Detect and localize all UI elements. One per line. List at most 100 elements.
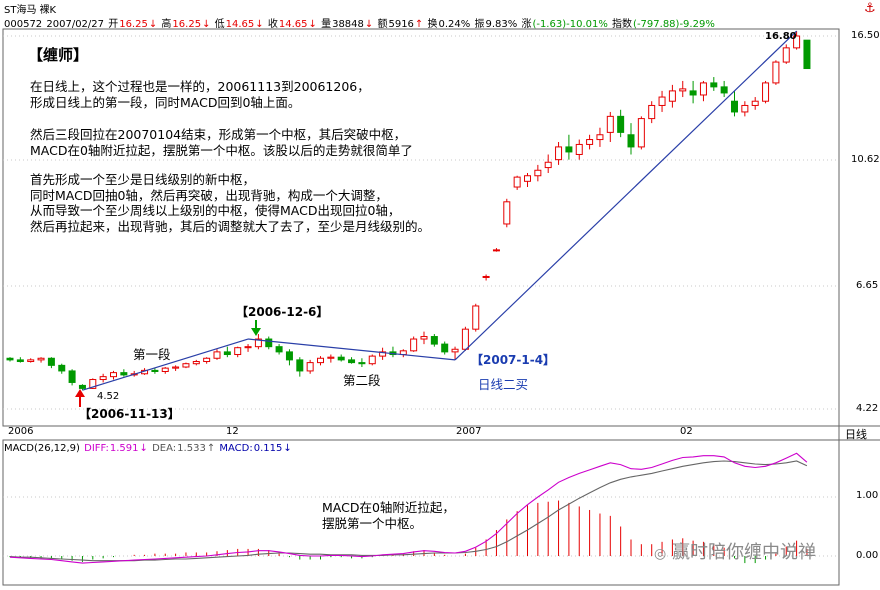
candle [782, 44, 790, 64]
candle [803, 39, 811, 70]
date-label-20070104: 【2007-1-4】 [471, 353, 556, 367]
candle [306, 359, 314, 374]
zigzag-segment [454, 30, 798, 361]
candle [555, 141, 563, 165]
note-paragraph-2: 然后三段回拉在20070104结束，形成第一个中枢，其后突破中枢， MACD在0… [30, 127, 413, 158]
candle [317, 356, 324, 366]
low-value-label: 4.52 [97, 391, 120, 402]
candle [534, 164, 542, 182]
candle [741, 101, 749, 117]
macd-header: MACD(26,12,9) DIFF:1.591↓ DEA:1.533↑ MAC… [4, 443, 292, 454]
window-title: ST海马 裸K [4, 5, 57, 16]
price-tick-422: 4.22 [856, 403, 879, 414]
period-label[interactable]: 日线 [845, 428, 867, 441]
date-tick-2006: 2006 [8, 426, 34, 437]
macd-tick-000: 0.00 [856, 550, 879, 561]
candle [586, 134, 594, 150]
candle [296, 357, 304, 377]
candle [368, 354, 376, 366]
candle [358, 358, 366, 368]
candle [689, 80, 697, 104]
price-tick-1062: 10.62 [851, 154, 880, 165]
candle [348, 357, 356, 364]
price-tick-665: 6.65 [856, 280, 879, 291]
second-segment-label: 第二段 [343, 373, 381, 388]
candle [192, 359, 200, 366]
anchor-icon[interactable]: ⚓ [864, 1, 876, 16]
candle [172, 365, 180, 371]
candle [492, 248, 500, 252]
candle [793, 31, 801, 50]
candle [151, 368, 159, 374]
candle [213, 349, 221, 360]
daily-buy2-label: 日线二买 [478, 377, 529, 392]
diff-line [9, 452, 808, 564]
candle [575, 139, 583, 160]
candle [668, 84, 676, 108]
candle [544, 154, 552, 173]
date-tick-02: 02 [680, 426, 693, 437]
candle [27, 358, 35, 363]
candle [472, 303, 480, 332]
candle [617, 109, 625, 138]
dea-line [9, 460, 808, 562]
candle [399, 349, 407, 358]
candle [47, 357, 55, 369]
candle [6, 357, 14, 362]
candle [451, 346, 459, 360]
candle [430, 334, 438, 347]
candle [58, 363, 66, 374]
zigzag-segment [247, 338, 456, 361]
zigzag-segment [82, 338, 249, 391]
candle [68, 369, 76, 386]
candle [648, 101, 656, 124]
candles-group [6, 31, 811, 391]
watermark: ◎ 赢时陪你缠中说禅 [654, 542, 816, 563]
macd-note: MACD在0轴附近拉起， 摆脱第一个中枢。 [322, 500, 455, 531]
quote-header: 000572 2007/02/27 开16.25↓ 高16.25↓ 低14.65… [4, 19, 715, 30]
price-grid [3, 35, 839, 410]
candle [327, 354, 335, 363]
candle [710, 77, 718, 91]
note-paragraph-1: 在日线上，这个过程也是一样的，20061113到20061206， 形成日线上的… [30, 79, 370, 110]
note-paragraph-3: 首先形成一个至少是日线级别的新中枢， 同时MACD回抽0轴，然后再突破，出现背驰… [30, 172, 431, 234]
candle [99, 373, 107, 383]
candle [658, 90, 666, 112]
candle [762, 80, 770, 104]
macd-group [3, 452, 839, 564]
candle [265, 336, 273, 350]
candle [16, 357, 24, 363]
candle [285, 349, 293, 366]
candle [420, 331, 428, 345]
candle [627, 123, 635, 155]
candle [203, 357, 211, 364]
first-segment-label: 第一段 [133, 347, 171, 362]
candle [37, 357, 45, 363]
candle [234, 346, 242, 358]
candle [565, 134, 573, 160]
candle [679, 80, 687, 98]
candle [596, 127, 604, 147]
candle [699, 80, 707, 102]
date-label-20061113: 【2006-11-13】 [79, 407, 180, 421]
price-tick-1650: 16.50 [851, 30, 880, 41]
zigzag-lines [82, 30, 798, 391]
candle [731, 90, 738, 117]
candle [254, 334, 262, 350]
candle [389, 346, 397, 358]
candle [720, 80, 728, 98]
candle [637, 116, 645, 150]
high-arrow [251, 320, 261, 336]
candle [223, 346, 231, 358]
candle [379, 347, 387, 360]
candle [524, 172, 531, 188]
candle [78, 384, 86, 391]
candle [120, 369, 128, 377]
candle [482, 274, 490, 281]
candle [503, 198, 511, 228]
date-tick-12: 12 [226, 426, 239, 437]
teacher-title: 【缠师】 [28, 46, 89, 64]
wechat-icon: ◎ [654, 546, 667, 562]
